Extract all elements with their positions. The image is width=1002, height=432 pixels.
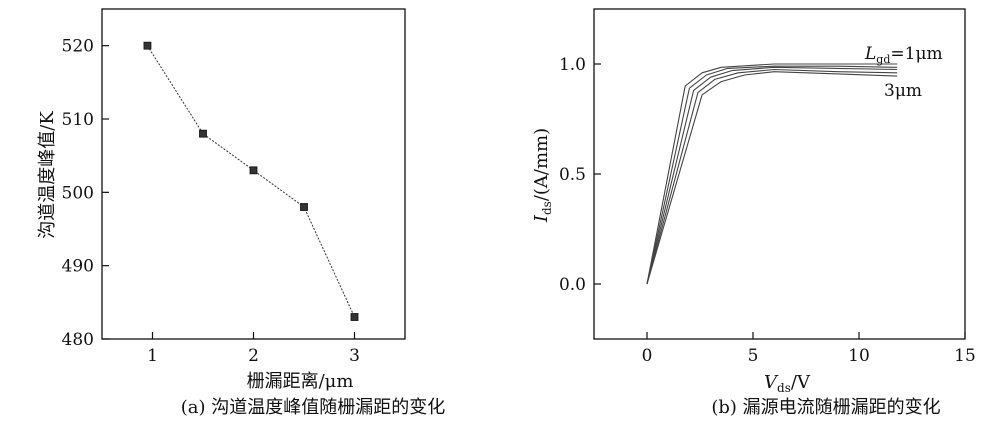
chart-b-series-line-1	[646, 65, 898, 285]
chart-b-y-tick-label-2: 1.0	[559, 55, 586, 75]
chart-b-annotation-lgd: Lgd=1μm	[864, 44, 943, 66]
chart-a-point-0-1	[199, 129, 207, 138]
chart-b-y-tick-label-1: 0.5	[559, 165, 586, 185]
chart-b-y-tick-label-0: 0.0	[559, 275, 586, 295]
chart-b-series-line-3	[646, 68, 898, 285]
chart-a-y-tick-label-3: 510	[62, 110, 94, 130]
chart-a-caption: (a) 沟道温度峰值随栅漏距的变化	[181, 397, 446, 418]
chart-a-ylabel: 沟道温度峰值/K	[37, 111, 58, 239]
chart-a-point-0-4	[350, 313, 359, 321]
chart-b-x-tick-label-2: 10	[848, 346, 870, 366]
chart-a-series-line-0	[146, 45, 355, 318]
chart-b-x-tick-label-0: 0	[642, 346, 653, 366]
chart-a-xlabel: 栅漏距离/μm	[247, 371, 354, 392]
chart-b-annotation-3um: 3μm	[884, 81, 922, 101]
chart-b-ylabel: Ids/(A/mm)	[531, 128, 554, 223]
chart-a-point-0-2	[249, 166, 258, 175]
chart-a-series	[143, 41, 359, 321]
chart-a-x-ticks: 1 2 3	[147, 332, 360, 366]
chart-b-x-tick-label-3: 15	[954, 346, 976, 366]
chart-a-y-tick-label-0: 480	[62, 330, 94, 350]
chart-a-point-0-3	[300, 203, 308, 211]
chart-a-x-tick-label-2: 3	[349, 346, 360, 366]
chart-b-series-line-2	[646, 66, 898, 285]
chart-b-series	[646, 63, 898, 285]
chart-b-x-tick-label-1: 5	[748, 346, 759, 366]
chart-b-xlabel: Vds/V	[764, 372, 811, 395]
chart-a-y-tick-label-1: 490	[62, 257, 94, 277]
chart-a-y-tick-label-2: 500	[62, 183, 94, 203]
chart-a-x-tick-label-1: 2	[248, 346, 259, 366]
chart-a-point-0-0	[143, 41, 152, 50]
chart-b-series-line-0	[646, 63, 898, 285]
chart-b: 0 5 10 15 0.0 0.5 1.0 Lgd=1μm 3μm Vds/V Ids/(…	[531, 8, 976, 418]
chart-a-y-tick-label-4: 520	[62, 37, 94, 57]
chart-b-series-line-4	[646, 71, 898, 285]
chart-b-caption: (b) 漏源电流随栅漏距的变化	[711, 397, 940, 418]
chart-a-x-tick-label-0: 1	[147, 346, 158, 366]
chart-a-y-ticks: 480 490 500 510 520	[62, 37, 109, 350]
chart-a: 1 2 3 480 490 500 510 520 栅漏距离/μm 沟道温度峰值/K (a)…	[37, 8, 446, 418]
chart-b-x-ticks: 0 5 10 15	[642, 332, 976, 366]
chart-b-y-ticks: 0.0 0.5 1.0	[559, 55, 601, 295]
